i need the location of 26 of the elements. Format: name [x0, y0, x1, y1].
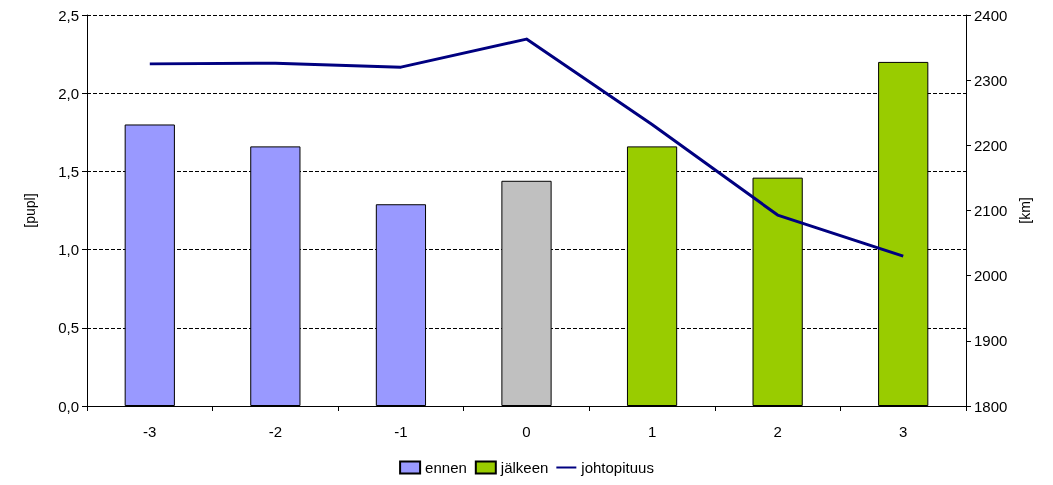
line-series: [148, 37, 905, 258]
x-tick-label: -2: [268, 423, 283, 440]
legend-label: ennen: [425, 459, 467, 476]
y2-tick-label: 1900: [974, 332, 1008, 350]
y-tick-label: 0,5: [58, 319, 79, 337]
y2-tick-label: 2300: [974, 71, 1008, 89]
y2-tick-label: 2200: [974, 136, 1008, 154]
x-tick-label: 2: [773, 423, 782, 440]
x-tick-label: 0: [522, 423, 531, 440]
y-tick-label: 2,5: [58, 6, 79, 24]
x-tick-label: 1: [647, 423, 657, 440]
y-tick-label: 1,0: [58, 241, 79, 259]
y2-tick-label: 2100: [974, 202, 1008, 219]
y2-tick-label: 2000: [974, 267, 1008, 285]
y2-tick-label: 1800: [974, 397, 1008, 415]
y-tick-label: 1,5: [58, 162, 79, 180]
y-tick-label: 2,0: [58, 84, 79, 102]
y2-axis-title: [km]: [1017, 197, 1034, 224]
x-tick-label: -1: [394, 423, 408, 440]
legend-label: jälkeen: [499, 459, 549, 476]
x-tick-label: 3: [899, 423, 908, 440]
y-tick-label: 0,0: [58, 397, 79, 415]
y-axis-title: [pupl]: [22, 193, 38, 228]
x-tick-label: -3: [143, 423, 157, 440]
legend-label: johtopituus: [580, 459, 654, 476]
y2-tick-label: 2400: [974, 6, 1008, 24]
